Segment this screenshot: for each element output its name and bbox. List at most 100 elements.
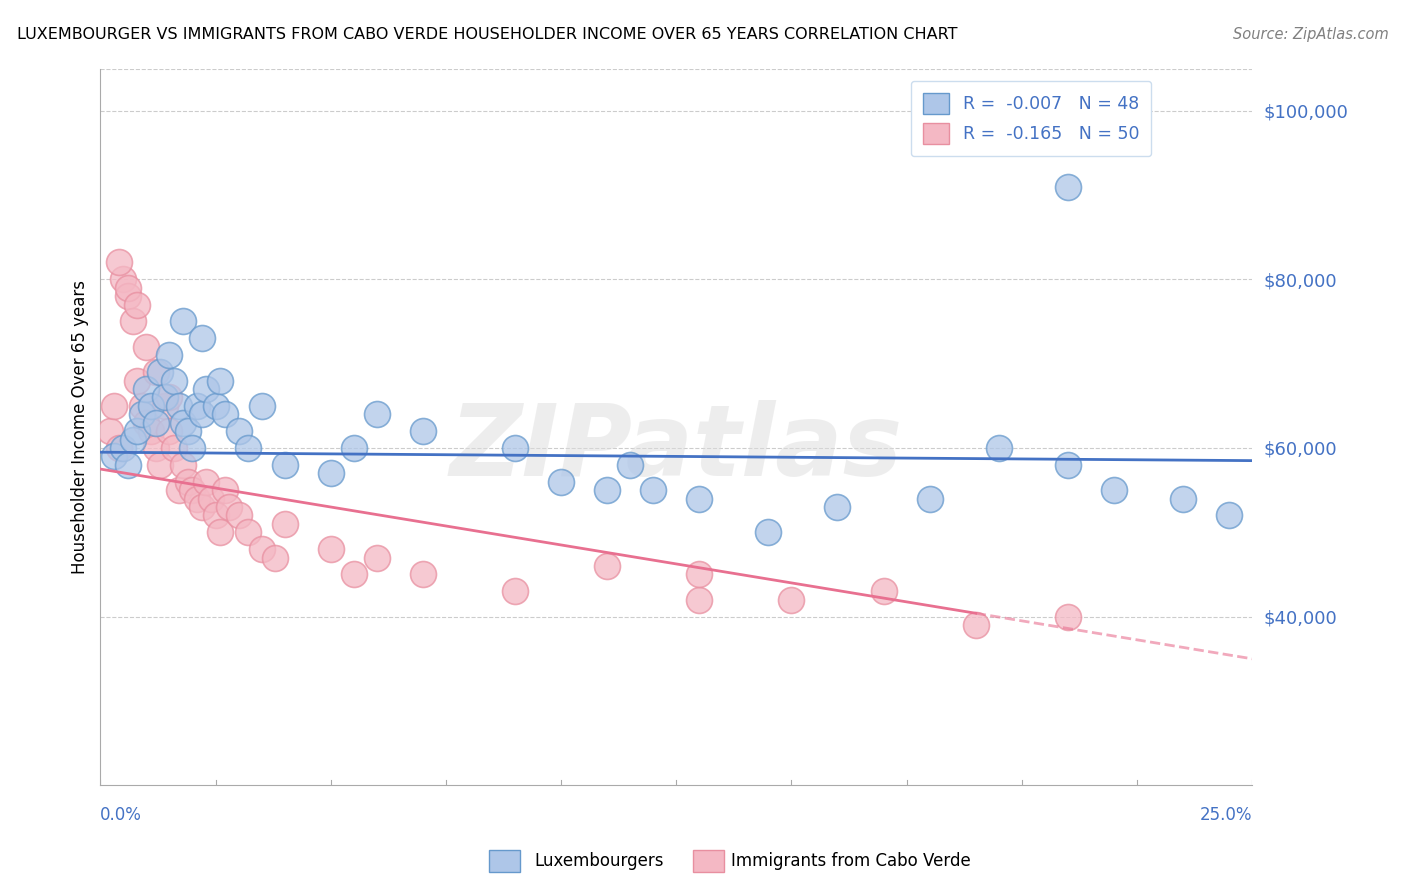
Point (190, 331, 212, 345)
Point (1102, 483, 1125, 497)
Point (172, 416, 194, 430)
Point (190, 407, 212, 421)
Point (159, 390, 181, 404)
Point (204, 508, 226, 523)
Point (1056, 179, 1078, 194)
Point (117, 458, 139, 472)
Point (153, 390, 176, 404)
Point (1171, 491, 1194, 506)
Text: Luxembourgers: Luxembourgers (534, 852, 664, 870)
Point (264, 550, 287, 565)
Point (412, 424, 434, 438)
Point (177, 475, 200, 489)
Point (209, 525, 232, 540)
Point (236, 441, 259, 455)
Point (1056, 609, 1078, 624)
Point (195, 475, 218, 489)
Legend: R =  -0.007   N = 48, R =  -0.165   N = 50: R = -0.007 N = 48, R = -0.165 N = 50 (911, 81, 1152, 156)
Point (273, 458, 295, 472)
Point (1218, 508, 1240, 523)
Point (135, 416, 157, 430)
Point (127, 298, 149, 312)
Point (412, 567, 434, 582)
Point (135, 340, 157, 354)
Point (780, 592, 803, 607)
Point (250, 399, 273, 413)
Point (145, 441, 167, 455)
Point (107, 255, 129, 269)
Point (167, 399, 190, 413)
Point (117, 289, 139, 303)
Point (619, 458, 641, 472)
Point (366, 550, 388, 565)
Point (139, 424, 162, 438)
Point (503, 441, 526, 455)
Point (190, 500, 212, 514)
Point (139, 399, 162, 413)
Y-axis label: Householder Income Over 65 years: Householder Income Over 65 years (72, 280, 89, 574)
Text: LUXEMBOURGER VS IMMIGRANTS FROM CABO VERDE HOUSEHOLDER INCOME OVER 65 YEARS CORR: LUXEMBOURGER VS IMMIGRANTS FROM CABO VER… (17, 27, 957, 42)
Point (228, 424, 250, 438)
Point (112, 272, 135, 286)
Point (112, 441, 135, 455)
Point (181, 483, 204, 497)
Point (214, 483, 236, 497)
Point (200, 491, 222, 506)
Point (688, 491, 710, 506)
Text: ZIPatlas: ZIPatlas (450, 400, 903, 497)
Point (103, 450, 125, 464)
Point (167, 483, 190, 497)
Point (319, 542, 342, 557)
Point (135, 382, 157, 396)
Point (688, 567, 710, 582)
Point (872, 584, 894, 599)
Point (145, 416, 167, 430)
Point (218, 500, 240, 514)
Point (250, 542, 273, 557)
Point (918, 491, 941, 506)
Point (643, 483, 665, 497)
Point (503, 584, 526, 599)
Point (181, 441, 204, 455)
Point (159, 348, 181, 362)
Point (343, 441, 366, 455)
Point (366, 407, 388, 421)
Point (214, 407, 236, 421)
Point (163, 441, 186, 455)
Point (550, 475, 572, 489)
Point (186, 399, 208, 413)
Point (186, 491, 208, 506)
Point (319, 467, 342, 481)
Point (172, 458, 194, 472)
Point (965, 618, 987, 632)
Text: 25.0%: 25.0% (1199, 806, 1253, 824)
Point (103, 399, 125, 413)
Point (1056, 458, 1078, 472)
Point (688, 592, 710, 607)
Point (273, 516, 295, 531)
Point (204, 399, 226, 413)
Point (131, 407, 153, 421)
Point (236, 525, 259, 540)
Text: Immigrants from Cabo Verde: Immigrants from Cabo Verde (731, 852, 972, 870)
Point (131, 399, 153, 413)
Point (596, 559, 619, 574)
Point (987, 441, 1010, 455)
Point (153, 399, 176, 413)
Point (172, 314, 194, 328)
Point (121, 314, 143, 328)
Point (117, 281, 139, 295)
Point (228, 508, 250, 523)
Point (163, 374, 186, 388)
Point (107, 441, 129, 455)
Point (596, 483, 619, 497)
Point (758, 525, 780, 540)
Point (149, 365, 172, 379)
Point (145, 365, 167, 379)
Point (177, 424, 200, 438)
Point (159, 424, 181, 438)
Point (343, 567, 366, 582)
Point (127, 374, 149, 388)
Text: 0.0%: 0.0% (100, 806, 142, 824)
Point (209, 374, 232, 388)
